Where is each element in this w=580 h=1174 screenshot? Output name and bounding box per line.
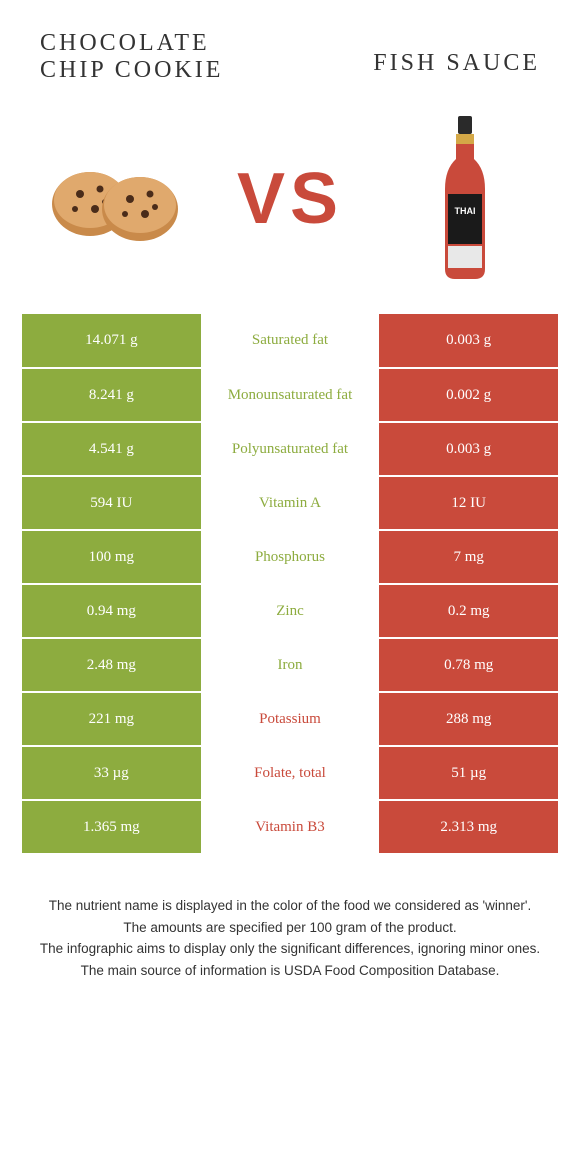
right-value: 0.003 g (379, 422, 558, 476)
right-value: 288 mg (379, 692, 558, 746)
table-row: 594 IUVitamin A12 IU (22, 476, 558, 530)
nutrient-label: Monounsaturated fat (201, 368, 380, 422)
left-value: 4.541 g (22, 422, 201, 476)
cookie-icon (45, 154, 185, 244)
nutrient-label: Folate, total (201, 746, 380, 800)
right-value: 0.78 mg (379, 638, 558, 692)
images-row: VS THAI (0, 94, 580, 314)
table-row: 221 mgPotassium288 mg (22, 692, 558, 746)
vs-label: VS (237, 158, 343, 240)
table-row: 1.365 mgVitamin B32.313 mg (22, 800, 558, 854)
title-right: Fish sauce (373, 50, 540, 77)
left-value: 0.94 mg (22, 584, 201, 638)
footer-notes: The nutrient name is displayed in the co… (0, 855, 580, 981)
table-row: 0.94 mgZinc0.2 mg (22, 584, 558, 638)
nutrient-label: Iron (201, 638, 380, 692)
table-row: 14.071 gSaturated fat0.003 g (22, 314, 558, 368)
bottle-image: THAI (390, 124, 540, 274)
left-value: 1.365 mg (22, 800, 201, 854)
right-value: 51 µg (379, 746, 558, 800)
table-row: 2.48 mgIron0.78 mg (22, 638, 558, 692)
svg-text:THAI: THAI (454, 206, 475, 216)
left-value: 14.071 g (22, 314, 201, 368)
footer-line: The amounts are specified per 100 gram o… (30, 917, 550, 939)
title-left: Chocolate chip cookie (40, 30, 280, 84)
comparison-table: 14.071 gSaturated fat0.003 g8.241 gMonou… (0, 314, 580, 855)
left-value: 221 mg (22, 692, 201, 746)
cookie-image (40, 124, 190, 274)
left-value: 100 mg (22, 530, 201, 584)
bottle-icon: THAI (430, 114, 500, 284)
table-row: 4.541 gPolyunsaturated fat0.003 g (22, 422, 558, 476)
table-row: 100 mgPhosphorus7 mg (22, 530, 558, 584)
nutrient-label: Vitamin A (201, 476, 380, 530)
nutrient-label: Saturated fat (201, 314, 380, 368)
footer-line: The nutrient name is displayed in the co… (30, 895, 550, 917)
right-value: 0.003 g (379, 314, 558, 368)
left-value: 33 µg (22, 746, 201, 800)
left-value: 2.48 mg (22, 638, 201, 692)
nutrient-label: Potassium (201, 692, 380, 746)
right-value: 7 mg (379, 530, 558, 584)
footer-line: The main source of information is USDA F… (30, 960, 550, 982)
nutrient-label: Zinc (201, 584, 380, 638)
right-value: 2.313 mg (379, 800, 558, 854)
table-row: 33 µgFolate, total51 µg (22, 746, 558, 800)
right-value: 12 IU (379, 476, 558, 530)
left-value: 8.241 g (22, 368, 201, 422)
nutrient-label: Phosphorus (201, 530, 380, 584)
table-row: 8.241 gMonounsaturated fat0.002 g (22, 368, 558, 422)
header: Chocolate chip cookie Fish sauce (0, 0, 580, 94)
nutrient-label: Vitamin B3 (201, 800, 380, 854)
left-value: 594 IU (22, 476, 201, 530)
nutrient-label: Polyunsaturated fat (201, 422, 380, 476)
footer-line: The infographic aims to display only the… (30, 938, 550, 960)
nutrient-table: 14.071 gSaturated fat0.003 g8.241 gMonou… (22, 314, 558, 855)
right-value: 0.2 mg (379, 584, 558, 638)
right-value: 0.002 g (379, 368, 558, 422)
